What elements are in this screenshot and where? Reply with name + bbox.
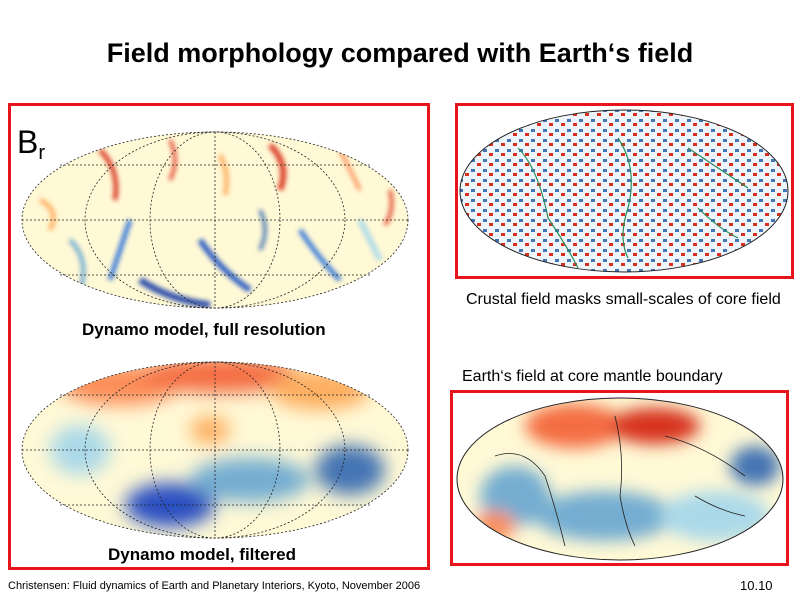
caption-filtered: Dynamo model, filtered [108,545,296,564]
radial-field-label: Br [17,124,45,165]
cmb-field-frame [450,390,789,566]
crustal-field-map [459,109,789,273]
slide-title: Field morphology compared with Earth‘s f… [106,38,694,68]
cmb-field-map [456,397,784,561]
br-base: B [17,124,39,160]
crustal-field-frame [455,103,794,279]
br-sub: r [38,142,46,164]
caption-full-resolution: Dynamo model, full resolution [82,320,326,339]
caption-crustal-field: Crustal field masks small-scales of core… [466,291,781,308]
footer-citation: Christensen: Fluid dynamics of Earth and… [8,580,421,592]
dynamo-filtered-map [21,361,409,539]
dynamo-model-frame [8,103,430,570]
caption-core-mantle-boundary: Earth‘s field at core mantle boundary [462,368,723,385]
dynamo-full-resolution-map [21,131,409,309]
slide-number: 10.10 [740,578,773,593]
